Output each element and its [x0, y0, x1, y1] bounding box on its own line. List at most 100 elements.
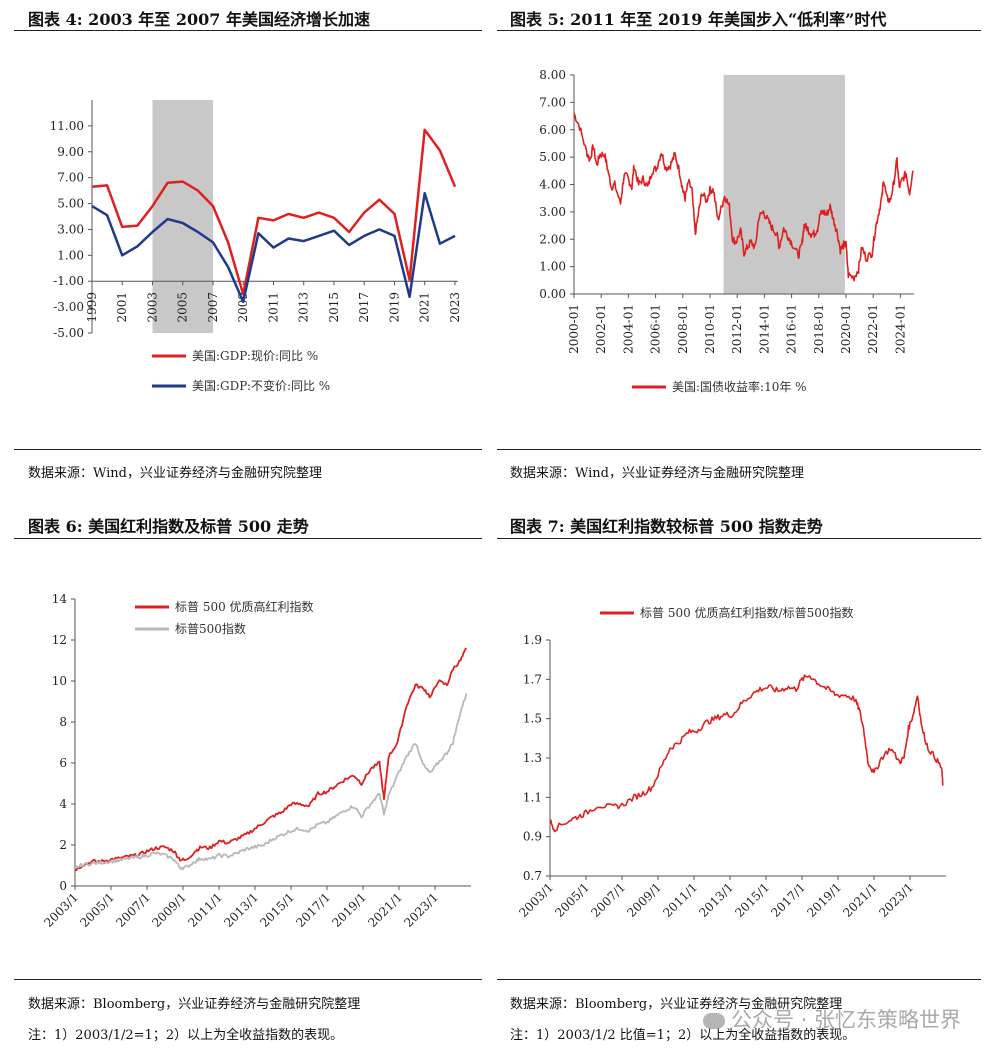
chart-7-svg: 1.91.71.51.31.10.90.72003/12005/12007/12… — [516, 605, 946, 920]
y-tick-label: 0 — [59, 879, 67, 893]
y-tick-label: 1.00 — [57, 248, 84, 262]
x-tick-label: 2019/1 — [804, 880, 844, 920]
y-tick-label: 3.00 — [539, 205, 566, 219]
x-tick-label: 1999 — [85, 292, 99, 323]
x-tick-label: 2003/1 — [516, 880, 556, 920]
x-tick-label: 2011 — [266, 292, 280, 323]
y-tick-label: 8 — [59, 715, 67, 729]
x-tick-label: 2007/1 — [113, 890, 153, 930]
x-tick-label: 2002-01 — [594, 304, 608, 354]
y-tick-label: 0.7 — [523, 869, 542, 883]
x-tick-label: 2017 — [357, 292, 371, 323]
figure-4-panel: 11.00 9.00 7.00 5.00 3.00 1.00 -1.00 -3.00 -5.00… — [30, 60, 490, 405]
figure-6-title-rule — [14, 538, 482, 539]
x-tick-label: 2024-01 — [893, 304, 907, 354]
y-tick-label: 7.00 — [539, 95, 566, 109]
y-tick-label: 9.00 — [57, 145, 84, 159]
figure-6-source: 数据来源：Bloomberg，兴业证券经济与金融研究院整理 — [28, 997, 361, 1012]
chart-6-svg: 14 12 10 8 6 4 2 02003/12005/12007/12009/12011/… — [41, 592, 471, 930]
x-tick-label: 2022-01 — [866, 304, 880, 354]
x-tick-label: 2023 — [448, 292, 462, 323]
x-tick-label: 2003 — [145, 292, 159, 323]
y-tick-label: 6 — [59, 756, 67, 770]
x-tick-label: 2020-01 — [839, 304, 853, 354]
figure-7-panel: 1.9 1.7 1.5 1.3 1.1 0.9 0.7 2003/1 2005/1 2007/1 2… — [512, 580, 968, 945]
y-tick-label: 11.00 — [50, 119, 84, 133]
y-tick-label: 0.9 — [523, 830, 542, 844]
x-tick-label: 2008-01 — [676, 304, 690, 354]
y-tick-label: 8.00 — [539, 68, 566, 82]
y-tick-label: -1.00 — [53, 274, 84, 288]
y-tick-label: 10 — [52, 674, 67, 688]
x-tick-label: 2016-01 — [785, 304, 799, 354]
y-tick-label: 5.00 — [57, 197, 84, 211]
figure-7-title: 图表 7: 美国红利指数较标普 500 指数走势 — [510, 517, 823, 536]
figure-4-title-rule — [14, 30, 482, 31]
figure-4-source: 数据来源：Wind，兴业证券经济与金融研究院整理 — [28, 466, 322, 481]
figure-6-note: 注：1）2003/1/2=1；2）以上为全收益指数的表现。 — [28, 1028, 344, 1043]
chart-5-svg: 8.00 7.00 6.00 5.00 4.00 3.00 2.00 1.00 0.002000… — [539, 68, 914, 394]
x-tick-label: 2010-01 — [703, 304, 717, 354]
x-tick-label: 2015/1 — [257, 890, 297, 930]
x-tick-label: 2013/1 — [696, 880, 736, 920]
series-line-0 — [91, 128, 457, 296]
figure-5-title-rule — [497, 30, 981, 31]
x-tick-label: 2012-01 — [730, 304, 744, 354]
y-tick-label: 4 — [59, 797, 67, 811]
x-tick-label: 2011/1 — [660, 880, 700, 920]
x-tick-label: 2003/1 — [41, 890, 81, 930]
watermark: 公众号 · 张忆东策略世界 — [702, 1004, 961, 1034]
x-tick-label: 2009/1 — [149, 890, 189, 930]
x-tick-label: 2006-01 — [649, 304, 663, 354]
figure-5-panel: 8.00 7.00 6.00 5.00 4.00 3.00 2.00 1.00 0.00 2000… — [508, 56, 974, 408]
x-tick-label: 2021/1 — [840, 880, 880, 920]
legend-label-1: 美国:GDP:不变价:同比 % — [192, 378, 330, 393]
x-tick-label: 2017/1 — [768, 880, 808, 920]
figure-5-title: 图表 5: 2011 年至 2019 年美国步入“低利率”时代 — [510, 10, 887, 29]
x-tick-label: 2021 — [418, 292, 432, 323]
y-tick-label: 4.00 — [539, 178, 566, 192]
x-tick-label: 2009 — [236, 292, 250, 323]
x-tick-label: 2000-01 — [567, 304, 581, 354]
shaded-period — [152, 100, 213, 333]
x-tick-label: 2021/1 — [365, 890, 405, 930]
y-tick-label: 1.7 — [523, 672, 542, 686]
y-tick-label: 3.00 — [57, 222, 84, 236]
x-tick-label: 2009/1 — [624, 880, 664, 920]
figure-4-source-rule — [14, 449, 482, 450]
x-tick-label: 2014-01 — [757, 304, 771, 354]
x-tick-label: 2023/1 — [876, 880, 916, 920]
y-tick-label: 1.3 — [523, 751, 542, 765]
series-line-0 — [549, 674, 944, 833]
x-tick-label: 2017/1 — [293, 890, 333, 930]
x-tick-label: 2004-01 — [621, 304, 635, 354]
legend-label-1: 标普500指数 — [175, 621, 246, 636]
x-tick-label: 2007/1 — [588, 880, 628, 920]
legend-label-0: 标普 500 优质高红利指数/标普500指数 — [640, 605, 853, 620]
figure-7-title-rule — [497, 538, 981, 539]
x-tick-label: 2019/1 — [329, 890, 369, 930]
y-tick-label: 5.00 — [539, 150, 566, 164]
y-tick-label: -5.00 — [53, 326, 84, 340]
figure-6-source-rule — [14, 979, 482, 980]
legend-label-0: 美国:GDP:现价:同比 % — [192, 349, 318, 363]
figure-5-source: 数据来源：Wind，兴业证券经济与金融研究院整理 — [510, 466, 804, 481]
y-tick-label: 7.00 — [57, 171, 84, 185]
legend-label-0: 美国:国债收益率:10年 % — [672, 379, 807, 394]
x-tick-label: 2015 — [327, 292, 341, 323]
series-line-1 — [91, 191, 456, 304]
x-tick-label: 2005 — [176, 292, 190, 323]
x-tick-label: 2018-01 — [812, 304, 826, 354]
y-tick-label: 2 — [59, 838, 67, 852]
shaded-period — [723, 75, 845, 294]
y-tick-label: 6.00 — [539, 123, 566, 137]
y-tick-label: 1.9 — [523, 633, 542, 647]
y-tick-label: 2.00 — [539, 232, 566, 246]
y-tick-label: 1.5 — [523, 712, 542, 726]
y-tick-label: 1.1 — [523, 790, 542, 804]
series-line-1 — [74, 693, 468, 871]
series-line-0 — [573, 113, 914, 282]
x-tick-label: 2005/1 — [77, 890, 117, 930]
x-tick-label: 2013 — [297, 292, 311, 323]
figure-7-source-rule — [497, 979, 981, 980]
